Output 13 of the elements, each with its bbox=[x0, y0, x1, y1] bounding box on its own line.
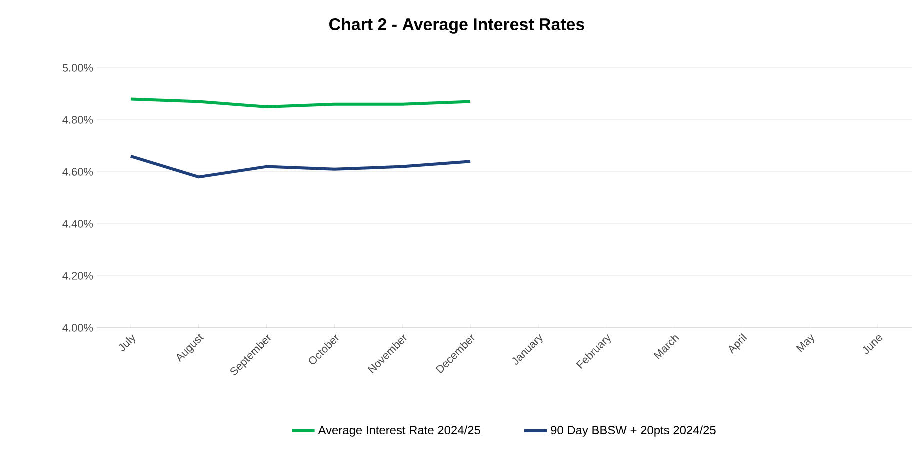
x-tick-label: July bbox=[119, 334, 136, 352]
y-tick-label: 4.00% bbox=[62, 324, 94, 332]
y-tick-label: 4.60% bbox=[62, 168, 94, 176]
legend-label: Average Interest Rate 2024/25 bbox=[318, 426, 480, 437]
chart-title: Chart 2 - Average Interest Rates bbox=[330, 18, 584, 34]
line-series bbox=[129, 98, 472, 108]
legend-label: 90 Day BBSW + 20pts 2024/25 bbox=[551, 426, 716, 437]
y-tick-label: 4.80% bbox=[62, 116, 94, 124]
line-series bbox=[129, 154, 472, 179]
y-tick-label: 5.00% bbox=[62, 64, 94, 72]
y-tick-label: 4.40% bbox=[62, 220, 94, 228]
y-tick-label: 4.20% bbox=[62, 272, 94, 280]
x-tick-label: May bbox=[796, 334, 814, 352]
